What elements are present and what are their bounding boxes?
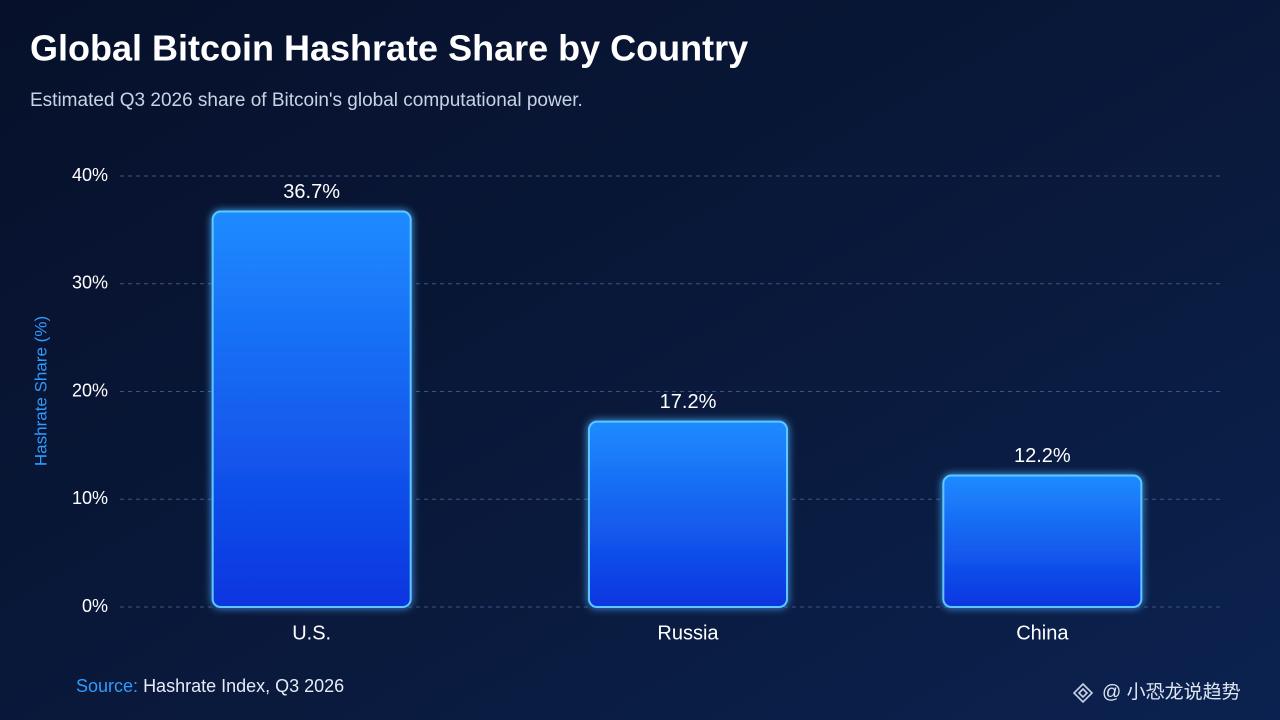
y-tick-label: 0% (82, 596, 108, 616)
chart-title: Global Bitcoin Hashrate Share by Country (30, 28, 748, 69)
watermark: @ 小恐龙说趋势 (1102, 681, 1241, 703)
value-label: 17.2% (660, 391, 717, 413)
watermark-icon (1072, 682, 1094, 704)
bars: U.S. 36.7% Russia 17.2% China 12.2% (211, 181, 1143, 644)
source-text: Hashrate Index, Q3 2026 (143, 676, 344, 696)
value-label: 12.2% (1014, 445, 1071, 467)
y-tick-label: 10% (72, 488, 108, 508)
chart-subtitle: Estimated Q3 2026 share of Bitcoin's glo… (30, 90, 583, 111)
bar (588, 420, 788, 609)
source: Source: Hashrate Index, Q3 2026 (76, 676, 344, 696)
y-tick-label: 30% (72, 273, 108, 293)
bar (942, 474, 1143, 609)
value-label: 36.7% (283, 181, 340, 203)
y-axis-label: Hashrate Share (%) (31, 316, 50, 466)
x-tick-label: China (1016, 622, 1069, 644)
y-tick-label: 20% (72, 380, 108, 400)
y-tick-label: 40% (72, 165, 108, 185)
grid: 0% 10% 20% 30% 40% (72, 165, 1222, 616)
source-label: Source: (76, 676, 138, 696)
x-tick-label: Russia (657, 622, 719, 644)
x-tick-label: U.S. (292, 622, 331, 644)
bar (211, 210, 412, 608)
